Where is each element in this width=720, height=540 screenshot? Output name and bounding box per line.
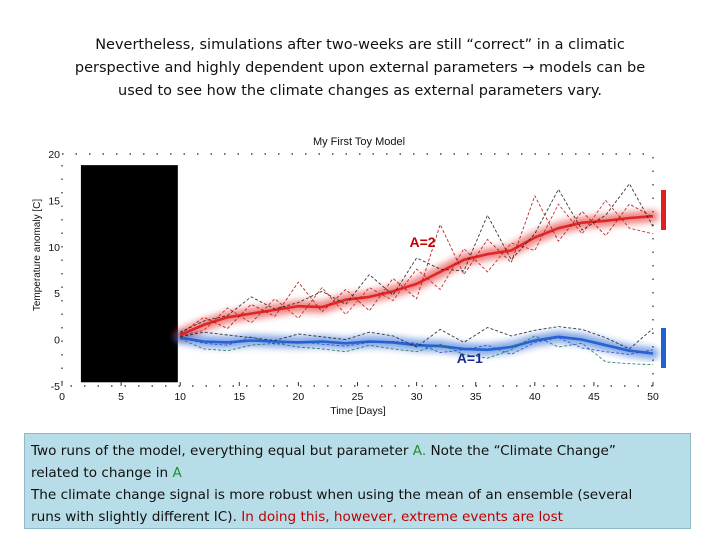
series-annotation: A=2 xyxy=(409,234,435,250)
x-tick-label: 10 xyxy=(174,391,186,403)
member-line xyxy=(180,326,654,350)
x-tick-label: 35 xyxy=(470,391,482,403)
series-annotation: A=1 xyxy=(457,350,483,366)
x-tick-label: 5 xyxy=(118,391,124,403)
y-tick-label: 0 xyxy=(54,335,60,347)
caption-param: A xyxy=(172,465,182,481)
member-line xyxy=(180,183,654,333)
member-line xyxy=(180,336,654,355)
x-tick-label: 20 xyxy=(293,391,305,403)
caption-line-3: The climate change signal is more robust… xyxy=(31,487,633,503)
caption-text: Note the “Climate Change” xyxy=(426,443,616,459)
title-line-1: Nevertheless, simulations after two-week… xyxy=(95,37,625,53)
x-tick-label: 50 xyxy=(647,391,659,403)
red-marker-bar xyxy=(661,190,666,230)
x-axis-label: Time [Days] xyxy=(330,405,386,417)
caption-param: A. xyxy=(412,443,427,459)
caption-line-4: runs with slightly different IC). In doi… xyxy=(31,506,684,528)
member-line xyxy=(180,199,654,337)
y-tick-label: -5 xyxy=(51,381,60,393)
y-tick-label: 20 xyxy=(48,149,60,161)
chart-title: My First Toy Model xyxy=(313,136,405,148)
caption-text: runs with slightly different IC). xyxy=(31,509,242,525)
title-line-3: used to see how the climate changes as e… xyxy=(118,83,602,99)
caption-line-2: related to change in A xyxy=(31,462,684,484)
x-tick-label: 30 xyxy=(411,391,423,403)
ensemble-mean-line xyxy=(179,335,654,355)
caption-warning: In doing this, however, extreme events a… xyxy=(241,509,563,525)
annotations: A=2 A=1 xyxy=(409,234,483,366)
blue-marker-bar xyxy=(661,328,666,368)
member-line xyxy=(179,195,654,335)
caption-text: related to change in xyxy=(31,465,173,481)
series-lines xyxy=(179,183,654,366)
y-tick-label: 10 xyxy=(48,242,60,254)
spinup-black-block xyxy=(80,165,178,383)
x-tick-label: 45 xyxy=(588,391,600,403)
toy-model-chart: My First Toy Model Temperature anomaly [… xyxy=(32,136,666,417)
title-line-2: perspective and highly dependent upon ex… xyxy=(74,60,646,76)
caption-text: Two runs of the model, everything equal … xyxy=(31,443,413,459)
slide-title: Nevertheless, simulations after two-week… xyxy=(40,34,680,103)
caption-box: Two runs of the model, everything equal … xyxy=(24,433,691,529)
x-tick-label: 15 xyxy=(233,391,245,403)
x-tick-label: 0 xyxy=(59,391,65,403)
y-tick-label: 5 xyxy=(54,288,60,300)
caption-line-1: Two runs of the model, everything equal … xyxy=(31,440,684,462)
x-tick-label: 25 xyxy=(352,391,364,403)
x-tick-label: 40 xyxy=(529,391,541,403)
y-axis-label: Temperature anomaly [C] xyxy=(32,199,43,311)
spinup-block xyxy=(80,165,178,383)
y-tick-label: 15 xyxy=(48,195,60,207)
